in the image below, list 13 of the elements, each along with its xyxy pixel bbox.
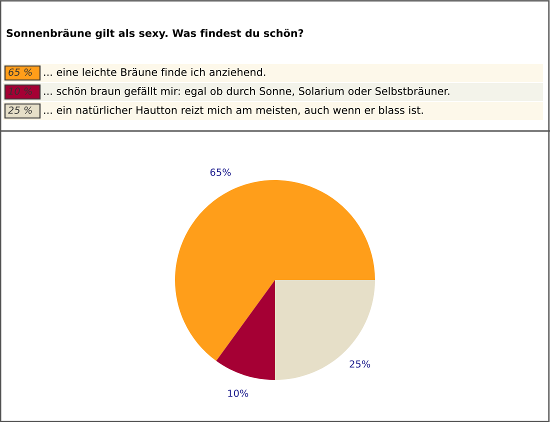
pie-slice bbox=[175, 180, 375, 361]
text: 65 % bbox=[8, 68, 32, 76]
pie-slice bbox=[216, 280, 275, 380]
chart-title: Sonnenbräune gilt als sexy. Was findest du schön? bbox=[6, 28, 304, 40]
data-label: 10% bbox=[228, 390, 248, 397]
text: 25 % bbox=[8, 106, 32, 114]
legend-label: ... schön braun gefällt mir: egal ob durch Sonne, Solarium oder Selbstbräuner. bbox=[44, 86, 450, 98]
data-label: 25% bbox=[350, 360, 370, 368]
pie-slice bbox=[275, 280, 375, 380]
legend-label: ... eine leichte Bräune finde ich anziehend. bbox=[44, 68, 266, 76]
legend-label: ... ein natürlicher Hautton reizt mich am meisten, auch wenn er blass ist. bbox=[44, 106, 423, 116]
data-label: 65% bbox=[210, 168, 231, 176]
text: 10 % bbox=[8, 87, 32, 95]
